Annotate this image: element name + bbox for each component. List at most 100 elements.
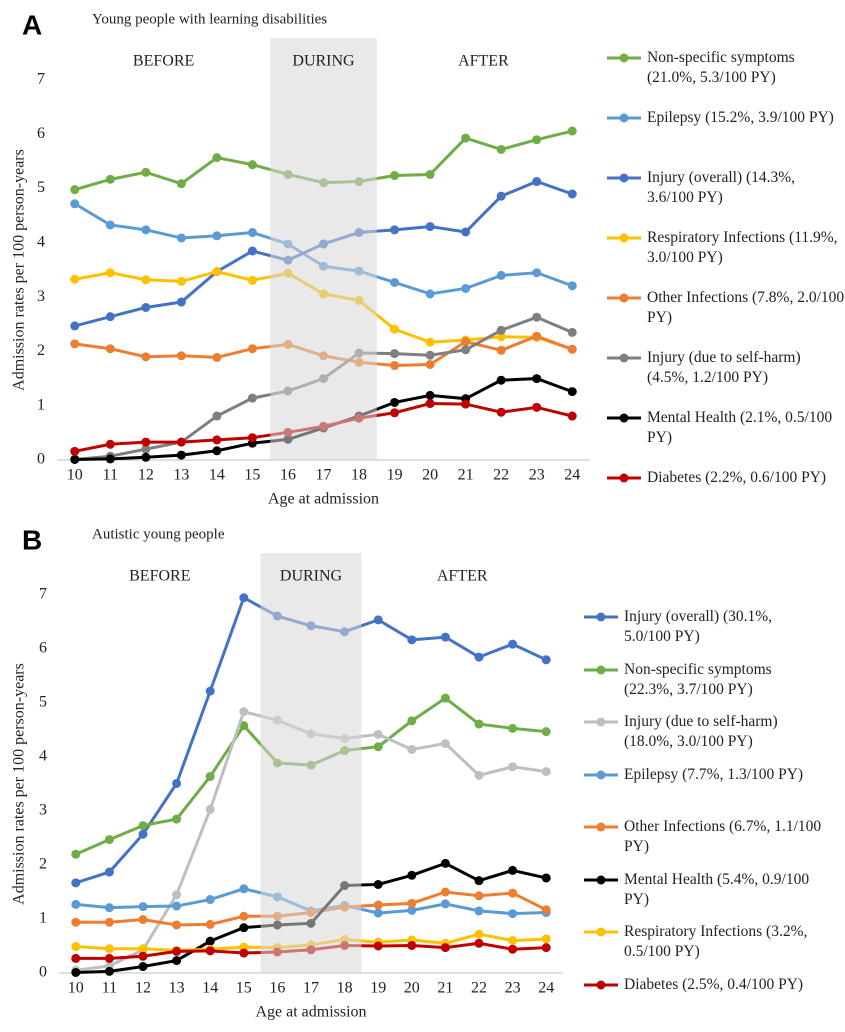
- x-tick-label: 24: [538, 980, 554, 997]
- data-point: [373, 729, 383, 739]
- legend-dot: [619, 353, 629, 363]
- legend-label: Respiratory Infections (11.9%, 3.0/100 P…: [647, 229, 838, 266]
- x-tick-label: 14: [202, 980, 218, 997]
- data-point: [104, 953, 114, 963]
- data-point: [474, 719, 484, 729]
- data-point: [496, 345, 506, 355]
- x-tick-label: 12: [135, 980, 151, 997]
- y-tick-label: 4: [37, 234, 45, 251]
- data-point: [407, 716, 417, 726]
- x-tick-label: 23: [505, 980, 521, 997]
- data-point: [212, 231, 222, 241]
- data-point: [105, 454, 115, 464]
- legend-dot: [596, 665, 606, 674]
- data-point: [567, 344, 577, 354]
- legend-item: Epilepsy (15.2%, 3.9/100 PY): [605, 108, 845, 128]
- data-point: [138, 962, 148, 972]
- data-point: [541, 727, 551, 737]
- data-point: [172, 946, 182, 956]
- legend-marker: [607, 173, 641, 183]
- data-point: [390, 324, 400, 334]
- data-point: [425, 337, 435, 347]
- data-point: [425, 289, 435, 299]
- data-point: [141, 352, 151, 362]
- data-point: [138, 915, 148, 925]
- data-point: [425, 399, 435, 409]
- x-tick-label: 19: [387, 467, 403, 484]
- x-tick-label: 13: [173, 467, 189, 484]
- data-point: [425, 359, 435, 369]
- legend-dot: [596, 717, 606, 727]
- x-tick-label: 24: [564, 467, 580, 484]
- data-point: [461, 133, 471, 143]
- data-point: [532, 331, 542, 341]
- data-point: [373, 742, 383, 752]
- data-point: [205, 686, 215, 696]
- x-tick-label: 11: [103, 467, 118, 484]
- data-point: [176, 297, 186, 307]
- data-point: [247, 344, 257, 354]
- data-point: [532, 402, 542, 412]
- y-tick-label: 2: [39, 856, 47, 873]
- legend-marker: [607, 353, 641, 363]
- data-point: [407, 940, 417, 950]
- y-tick-label: 2: [37, 342, 45, 359]
- data-point: [138, 951, 148, 961]
- x-axis-title: Age at admission: [268, 491, 379, 508]
- y-tick-label: 6: [37, 125, 45, 142]
- x-tick-label: 20: [422, 467, 438, 484]
- y-tick-label: 0: [37, 451, 45, 468]
- legend-marker: [584, 612, 618, 622]
- legend-marker: [607, 413, 641, 423]
- data-point: [141, 275, 151, 285]
- data-point: [567, 411, 577, 421]
- legend-label: Injury (overall) (30.1%, 5.0/100 PY): [624, 608, 773, 645]
- data-point: [212, 153, 222, 163]
- data-point: [474, 891, 484, 901]
- data-point: [541, 934, 551, 944]
- data-point: [390, 349, 400, 359]
- data-point: [71, 878, 81, 888]
- data-point: [425, 222, 435, 232]
- data-point: [212, 267, 222, 277]
- legend-item: Mental Health (2.1%, 0.5/100 PY): [605, 408, 845, 448]
- data-point: [70, 274, 80, 284]
- data-point: [247, 393, 257, 403]
- legend-dot: [619, 473, 629, 483]
- data-point: [247, 246, 257, 256]
- legend-marker: [607, 53, 641, 63]
- data-point: [532, 268, 542, 278]
- data-point: [508, 639, 518, 649]
- data-point: [212, 446, 222, 456]
- legend-item: Other Infections (6.7%, 1.1/100 PY): [582, 817, 822, 857]
- data-point: [532, 177, 542, 187]
- legend-dot: [619, 293, 629, 303]
- data-point: [212, 352, 222, 362]
- data-point: [474, 929, 484, 939]
- legend-marker: [584, 980, 618, 989]
- data-point: [104, 835, 114, 845]
- legend-dot: [619, 233, 629, 243]
- data-point: [212, 435, 222, 445]
- y-tick-label: 6: [39, 640, 47, 657]
- data-point: [474, 906, 484, 916]
- legend-item: Mental Health (5.4%, 0.9/100 PY): [582, 870, 822, 910]
- data-point: [390, 408, 400, 418]
- data-point: [71, 942, 81, 952]
- data-point: [373, 900, 383, 910]
- data-point: [239, 911, 249, 921]
- legend-item: Injury (due to self-harm) (4.5%, 1.2/100…: [605, 348, 845, 388]
- data-point: [474, 876, 484, 886]
- x-tick-label: 22: [493, 467, 509, 484]
- data-point: [105, 344, 115, 354]
- data-point: [508, 909, 518, 919]
- data-point: [239, 721, 249, 731]
- panel-label: A: [22, 9, 42, 40]
- legend-marker: [607, 473, 641, 483]
- legend-dot: [596, 875, 606, 884]
- data-point: [172, 890, 182, 900]
- legend-item: Injury (overall) (30.1%, 5.0/100 PY): [582, 607, 822, 647]
- data-point: [496, 270, 506, 280]
- data-point: [407, 744, 417, 754]
